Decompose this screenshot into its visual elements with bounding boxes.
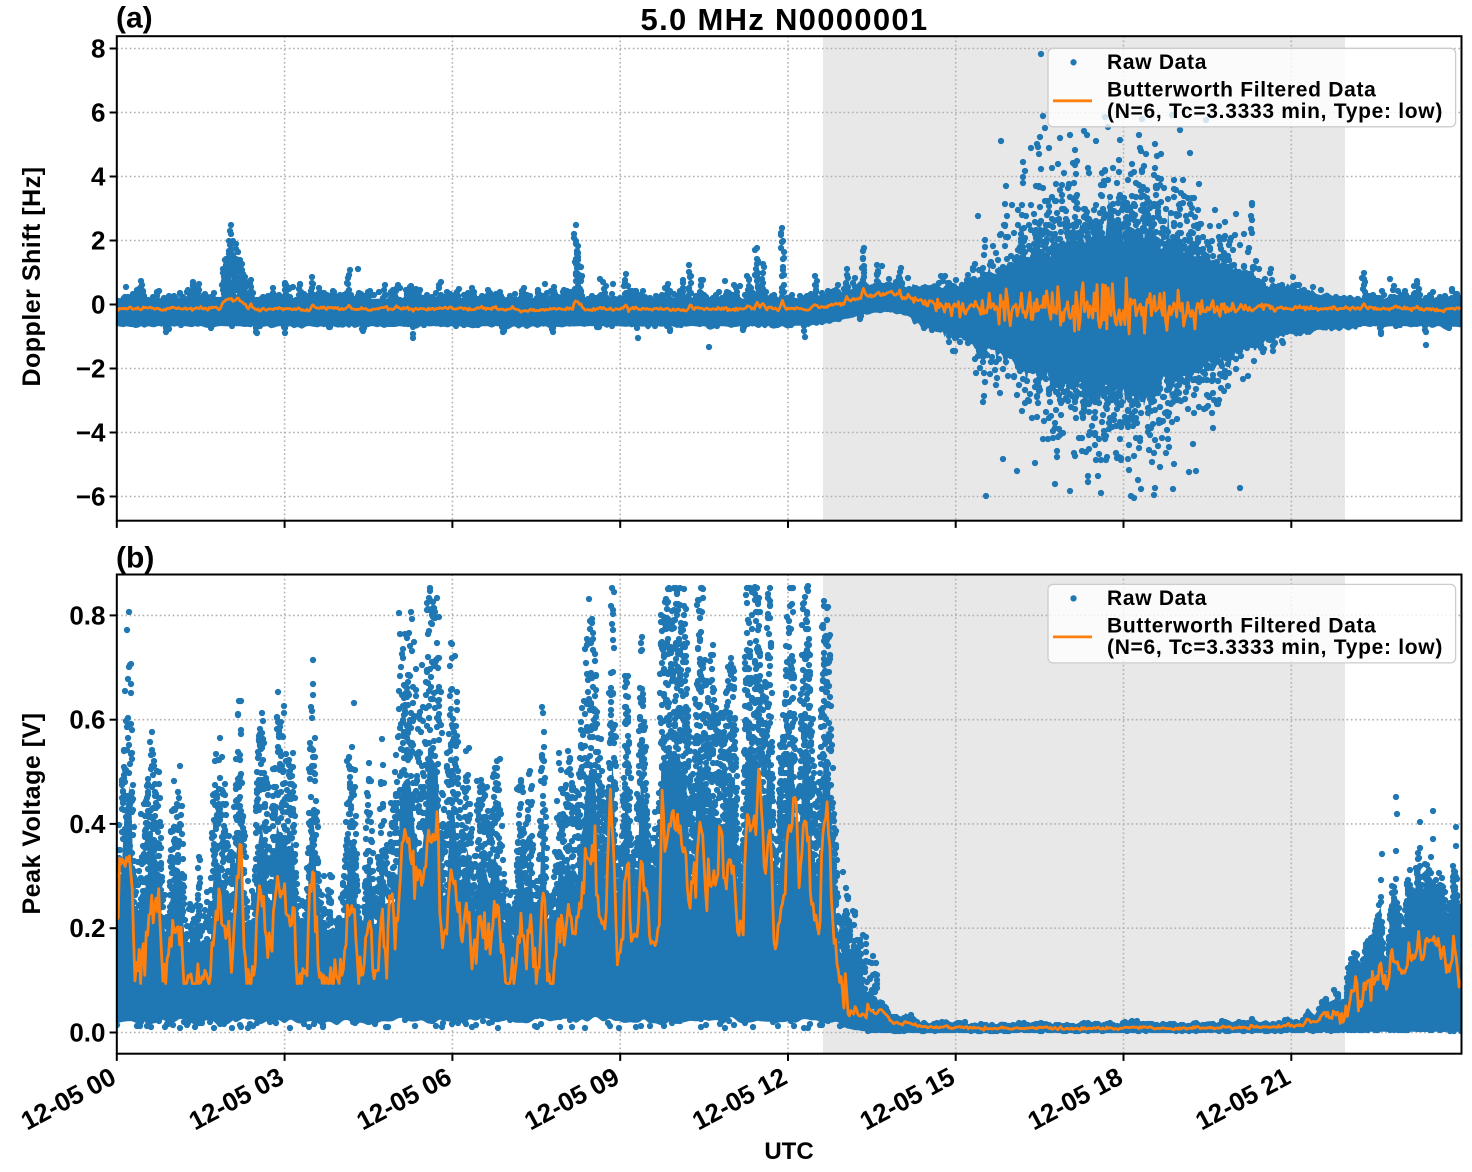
svg-text:−4: −4 xyxy=(76,418,106,448)
svg-text:0.2: 0.2 xyxy=(69,913,105,943)
svg-text:(N=6, Tc=3.3333 min, Type: low: (N=6, Tc=3.3333 min, Type: low) xyxy=(1107,636,1443,659)
svg-text:0.0: 0.0 xyxy=(69,1018,105,1048)
svg-text:Raw Data: Raw Data xyxy=(1107,587,1207,610)
svg-text:Raw Data: Raw Data xyxy=(1107,51,1207,74)
svg-text:8: 8 xyxy=(91,34,105,64)
svg-text:0: 0 xyxy=(91,290,105,320)
svg-text:Doppler Shift [Hz]: Doppler Shift [Hz] xyxy=(18,166,46,386)
svg-text:(b): (b) xyxy=(116,542,154,575)
svg-text:(a): (a) xyxy=(116,2,153,35)
svg-text:2: 2 xyxy=(91,226,105,256)
svg-text:−6: −6 xyxy=(76,482,106,512)
svg-text:−2: −2 xyxy=(76,354,106,384)
svg-text:0.4: 0.4 xyxy=(69,809,106,839)
svg-text:Butterworth Filtered Data: Butterworth Filtered Data xyxy=(1107,614,1377,637)
svg-text:Butterworth Filtered Data: Butterworth Filtered Data xyxy=(1107,78,1377,101)
svg-text:UTC: UTC xyxy=(764,1138,813,1165)
svg-text:6: 6 xyxy=(91,98,105,128)
svg-text:(N=6, Tc=3.3333 min, Type: low: (N=6, Tc=3.3333 min, Type: low) xyxy=(1107,100,1443,123)
svg-text:0.8: 0.8 xyxy=(69,600,105,630)
svg-text:Peak Voltage [V]: Peak Voltage [V] xyxy=(18,712,46,914)
svg-text:5.0 MHz N0000001: 5.0 MHz N0000001 xyxy=(641,2,929,37)
svg-text:4: 4 xyxy=(91,162,106,192)
svg-text:0.6: 0.6 xyxy=(69,705,105,735)
